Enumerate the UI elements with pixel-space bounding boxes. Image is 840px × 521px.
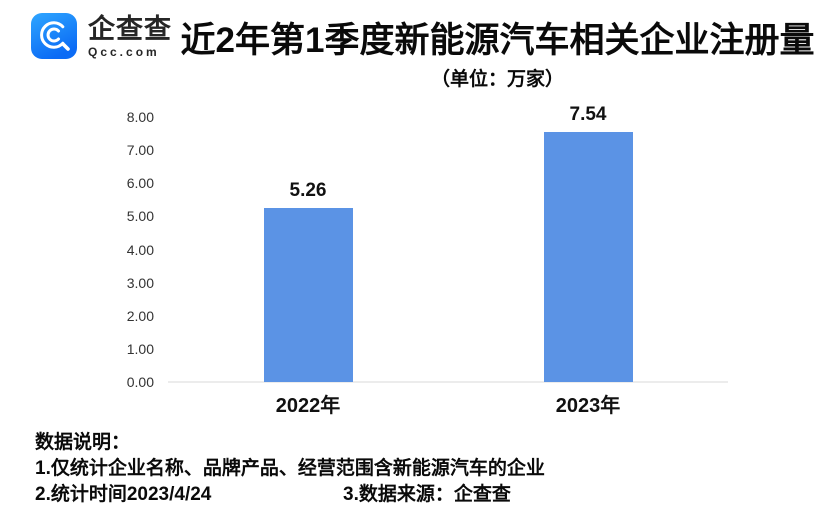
bar-2023年: [543, 132, 633, 382]
logo-text: 企查查 Qcc.com: [88, 14, 172, 59]
x-axis-category-label: 2022年: [275, 395, 341, 417]
y-axis-tick-label: 4.00: [126, 241, 154, 258]
y-axis-tick-label: 0.00: [126, 374, 154, 390]
logo-name: 企查查: [88, 13, 172, 44]
notes-line2-stat-time: 2.统计时间2023/4/24: [35, 484, 212, 505]
y-axis-tick-label: 8.00: [126, 109, 154, 125]
y-axis-tick-label: 5.00: [126, 208, 154, 225]
notes-heading: 数据说明：: [35, 432, 131, 453]
page-title: 近2年第1季度新能源汽车相关企业注册量: [180, 21, 815, 60]
qcc-magnifier-icon: [31, 13, 77, 59]
y-axis-tick-label: 1.00: [126, 340, 154, 357]
title-block: 近2年第1季度新能源汽车相关企业注册量 （单位：万家）: [180, 21, 815, 91]
notes-line3-data-source: 3.数据来源：企查查: [343, 484, 511, 505]
x-axis-category-label: 2023年: [555, 395, 621, 417]
y-axis-tick-label: 2.00: [126, 307, 154, 324]
notes-line1: 1.仅统计企业名称、品牌产品、经营范围含新能源汽车的企业: [35, 458, 545, 479]
logo-domain: Qcc.com: [88, 44, 160, 59]
y-axis-tick-label: 3.00: [126, 274, 154, 291]
qcc-logo: 企查查 Qcc.com: [30, 12, 172, 60]
bar-value-label: 5.26: [289, 180, 327, 201]
bar-value-label: 7.54: [569, 104, 607, 125]
x-axis-line: [168, 381, 728, 383]
y-axis-tick-label: 7.00: [126, 142, 154, 159]
y-axis-tick-label: 6.00: [126, 175, 154, 192]
notes-line2-row: 2.统计时间2023/4/24 3.数据来源：企查查: [35, 482, 815, 508]
bar-2022年: [263, 208, 353, 382]
unit-label: （单位：万家）: [430, 69, 564, 90]
notes: 数据说明： 1.仅统计企业名称、品牌产品、经营范围含新能源汽车的企业 2.统计时…: [35, 430, 815, 508]
